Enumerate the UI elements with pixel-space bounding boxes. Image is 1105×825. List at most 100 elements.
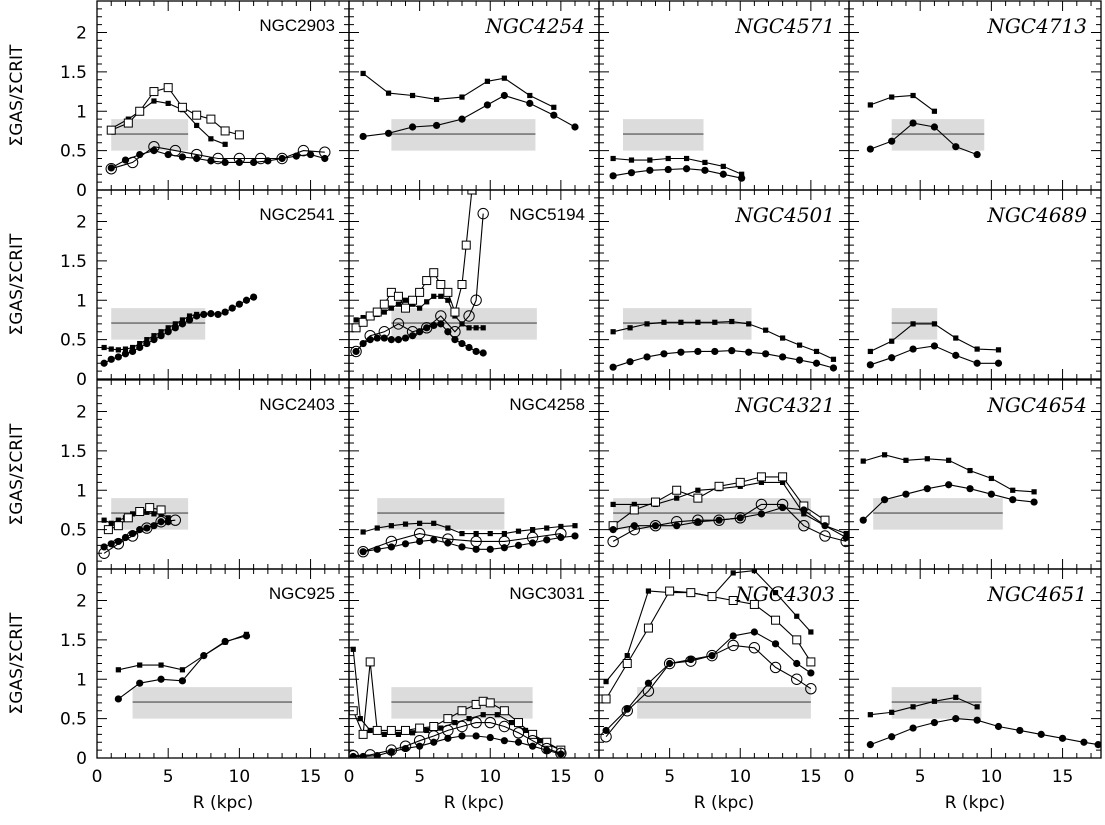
data-point [643, 623, 653, 633]
x-tick-label: 0 [344, 767, 355, 787]
data-point [674, 495, 680, 501]
data-point [881, 452, 888, 458]
x-tick-label: 10 [229, 767, 251, 787]
panel-series-group [866, 92, 981, 159]
data-point [627, 169, 636, 177]
data-point [115, 517, 121, 523]
data-point [643, 353, 651, 361]
panel-series-group [607, 472, 849, 548]
panel-series-group [100, 293, 258, 367]
x-tick-label: 5 [915, 767, 926, 787]
data-point [660, 350, 668, 358]
data-point [812, 359, 821, 367]
data-point [600, 731, 612, 743]
data-point [429, 268, 439, 278]
data-point [178, 320, 187, 328]
data-point [106, 125, 116, 135]
data-point [909, 119, 917, 127]
data-point [931, 321, 938, 327]
data-point [623, 705, 631, 713]
series-line [870, 94, 935, 112]
data-point [422, 276, 432, 286]
data-point [910, 92, 916, 99]
data-point [126, 530, 139, 542]
data-point [624, 653, 630, 659]
data-point [952, 351, 960, 359]
data-point [457, 280, 467, 289]
data-point [350, 345, 362, 358]
data-point [994, 722, 1003, 731]
data-point [609, 526, 617, 534]
data-point [807, 669, 815, 677]
data-point [738, 174, 746, 182]
data-point [108, 346, 114, 352]
data-point [442, 724, 454, 737]
data-point [693, 493, 703, 503]
data-point [221, 158, 229, 167]
y-tick-label: 1.5 [60, 631, 87, 651]
data-point [438, 293, 444, 299]
data-point [974, 704, 980, 710]
data-point [527, 92, 533, 99]
data-point [686, 588, 696, 598]
data-point [778, 472, 788, 482]
data-point [685, 655, 697, 667]
y-tick-label: 1.5 [60, 63, 87, 83]
data-point [793, 659, 801, 668]
data-point [544, 525, 550, 531]
data-point [513, 718, 523, 728]
data-point [909, 724, 917, 732]
data-point [480, 712, 486, 718]
data-point [461, 240, 471, 250]
x-tick-label: 5 [664, 767, 675, 787]
data-point [988, 475, 994, 482]
data-point [571, 123, 579, 131]
data-point [480, 325, 486, 331]
data-point [221, 637, 229, 646]
data-point [136, 679, 144, 687]
series-layer [98, 70, 1101, 758]
data-point [772, 590, 779, 596]
data-point [467, 190, 477, 195]
data-point [498, 720, 511, 733]
data-point [433, 96, 440, 103]
data-point [792, 635, 802, 645]
data-point [400, 725, 410, 735]
data-point [514, 738, 523, 746]
data-point [889, 94, 895, 100]
data-point [755, 498, 768, 511]
data-point [1080, 738, 1088, 746]
data-point [888, 137, 896, 145]
data-point [430, 738, 438, 746]
data-point [450, 307, 460, 317]
data-point [436, 280, 446, 289]
data-point [193, 312, 201, 320]
data-point [156, 505, 166, 515]
data-point [472, 732, 480, 740]
data-point [458, 732, 466, 740]
data-point [730, 570, 736, 576]
data-point [923, 485, 931, 493]
data-point [470, 716, 482, 729]
data-point [459, 94, 465, 100]
data-point [126, 156, 139, 169]
data-point [695, 319, 701, 325]
data-point [808, 629, 814, 635]
panel-title: NGC4651 [986, 582, 1087, 606]
data-point [165, 100, 171, 106]
data-point [424, 299, 430, 305]
y-tick-label: 0.5 [60, 521, 87, 541]
data-point [432, 121, 441, 130]
panel-title: NGC4713 [986, 14, 1087, 38]
data-point [670, 516, 683, 528]
data-point [1058, 734, 1067, 742]
data-point [157, 675, 165, 683]
labels-layer: NGC2903 0 0.5 1 1.5 2 ΣGAS/ΣCRIT NGC4254 NGC4571… [7, 14, 1087, 813]
data-point [819, 530, 831, 542]
data-point [190, 148, 203, 161]
data-point [192, 110, 202, 120]
x-tick-label: 15 [800, 767, 822, 787]
data-point [435, 310, 447, 322]
data-point [122, 346, 129, 352]
y-tick-label: 1.5 [60, 442, 87, 462]
